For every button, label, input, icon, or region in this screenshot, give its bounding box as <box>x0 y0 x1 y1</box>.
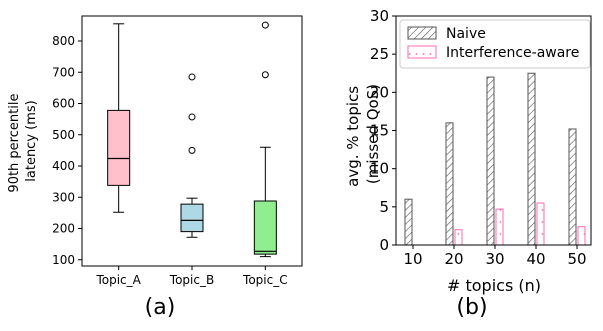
iqr-box <box>180 203 204 233</box>
bar-x-tick-label: 50 <box>567 250 586 268</box>
legend-box <box>399 19 591 69</box>
panel-b-label: (b) <box>456 295 487 320</box>
bar-naive <box>527 72 536 246</box>
bar-interference-aware <box>495 208 504 246</box>
bar-y-axis-label: avg. % topics (missed QoS) <box>344 81 382 187</box>
box-y-axis-label-line2: latency (ms) <box>24 100 39 181</box>
box-y-tick-label: 100 <box>52 253 75 267</box>
legend-label-naive: Naive <box>446 26 486 42</box>
legend-swatch-interference-aware <box>407 45 437 59</box>
outlier-point <box>188 146 196 154</box>
legend-swatch-naive <box>407 26 437 40</box>
bar-y-axis-label-line2: (missed QoS) <box>364 84 382 184</box>
outlier-point <box>261 21 269 29</box>
box-topic-b <box>180 73 204 238</box>
bar-y-tick-label: 20 <box>370 83 389 101</box>
bar-y-axis-label-line1: avg. % topics <box>344 86 362 187</box>
box-y-tick-label: 200 <box>52 222 75 236</box>
bar-y-tick-label: 5 <box>379 198 389 216</box>
legend-label-interference-aware: Interference-aware <box>446 45 579 61</box>
bar-naive <box>445 122 454 246</box>
bar-y-tick-label: 30 <box>370 7 389 25</box>
bar-y-tick-label: 25 <box>370 45 389 63</box>
outlier-point <box>188 113 196 121</box>
box-x-tick-label: Topic_B <box>169 273 214 287</box>
bar-interference-aware <box>577 226 586 246</box>
box-y-tick-label: 300 <box>52 190 75 204</box>
box-x-tick-label: Topic_A <box>95 273 141 287</box>
bar-y-tick-label: 10 <box>370 160 389 178</box>
box-x-tick-label: Topic_C <box>242 273 288 287</box>
bar-interference-aware <box>454 229 463 246</box>
iqr-box <box>107 109 131 186</box>
bar-interference-aware <box>536 202 545 246</box>
box-topic-c <box>253 21 277 258</box>
outlier-point <box>188 73 196 81</box>
bar-y-tick-label: 0 <box>379 236 389 254</box>
box-y-tick-label: 400 <box>52 159 75 173</box>
outlier-point <box>261 71 269 79</box>
box-y-tick-label: 500 <box>52 128 75 142</box>
legend: Naive Interference-aware <box>399 19 591 69</box>
bar-x-tick-label: 40 <box>526 250 545 268</box>
box-plot-panel: 90th percentile latency (ms) 100 200 300 40… <box>7 15 303 320</box>
box-y-tick-label: 700 <box>52 65 75 79</box>
bar-chart-panel: avg. % topics (missed QoS) 051015202530 … <box>344 7 592 320</box>
box-y-tick-label: 600 <box>52 97 75 111</box>
bar-x-axis-label: # topics (n) <box>447 276 541 295</box>
bar-y-tick-label: 15 <box>370 122 389 140</box>
bar-naive <box>486 76 495 246</box>
box-y-axis-label: 90th percentile latency (ms) <box>7 89 39 192</box>
iqr-box <box>253 200 277 255</box>
box-y-axis-label-line1: 90th percentile <box>7 94 22 193</box>
bar-x-tick-label: 30 <box>485 250 504 268</box>
bar-chart-frame <box>395 15 592 246</box>
bar-x-tick-label: 20 <box>444 250 463 268</box>
box-y-tick-label: 800 <box>52 34 75 48</box>
bar-naive <box>404 198 413 246</box>
bar-naive <box>568 128 577 246</box>
bar-x-tick-label: 10 <box>403 250 422 268</box>
box-topic-a <box>107 23 131 213</box>
panel-a-label: (a) <box>145 295 176 320</box>
